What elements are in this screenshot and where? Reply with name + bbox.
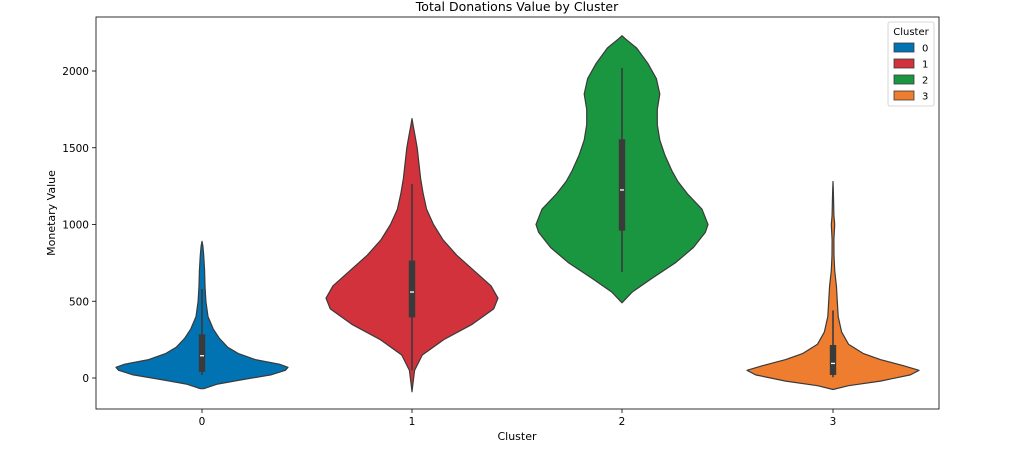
y-axis-label: Monetary Value [45,170,58,256]
violin-box [198,334,206,372]
y-axis: 0 500 1000 1500 2000 [62,66,96,385]
violins-layer [115,35,920,393]
legend-label: 3 [922,92,928,103]
legend-swatch [893,90,915,101]
x-axis-label: Cluster [497,430,537,443]
y-tick-label: 1000 [62,220,89,232]
legend-label: 1 [922,60,928,71]
legend-label: 2 [922,76,928,87]
violin-box [829,344,837,375]
y-tick-label: 500 [69,296,89,308]
violin-box [618,139,626,231]
x-tick-label: 3 [830,416,837,428]
x-tick-label: 0 [199,416,206,428]
legend-swatch [893,74,915,85]
legend: Cluster 0 1 2 3 [887,21,935,107]
y-tick-label: 1500 [62,143,89,155]
y-tick-label: 0 [82,373,89,385]
legend-title: Cluster [893,27,929,38]
plot-frame [95,16,940,410]
violin-box [408,260,416,318]
violin-body [746,180,920,391]
x-tick-label: 1 [409,416,416,428]
legend-swatch [893,42,915,53]
legend-swatch [893,58,915,69]
x-axis: 0 1 2 3 [199,409,837,428]
chart-title: Total Donations Value by Cluster [415,0,619,14]
legend-label: 0 [922,44,928,55]
y-tick-label: 2000 [62,66,89,78]
x-tick-label: 2 [619,416,626,428]
